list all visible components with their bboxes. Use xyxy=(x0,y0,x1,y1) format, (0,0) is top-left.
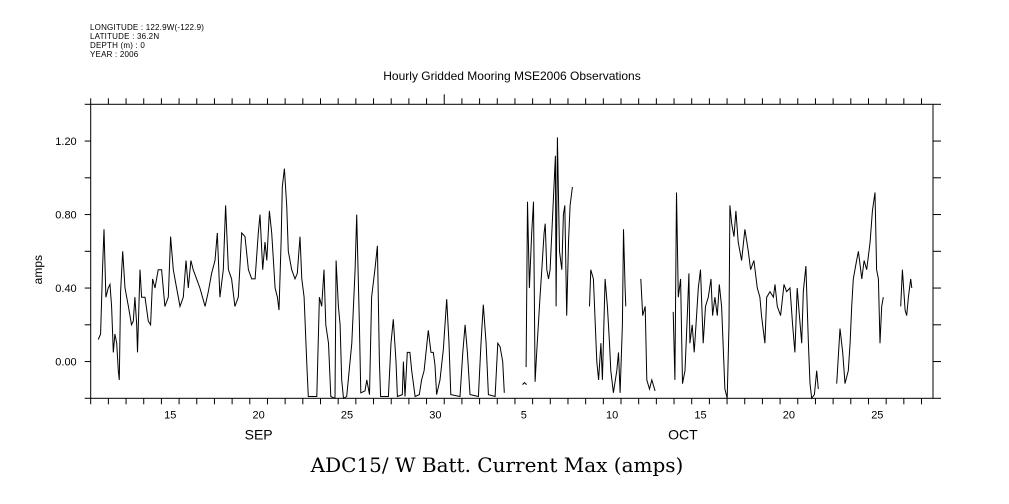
x-tick-label: 15 xyxy=(164,409,176,421)
depth-label: DEPTH (m) : 0 xyxy=(90,41,146,50)
series-line-segment xyxy=(900,269,913,316)
longitude-label: LONGITUDE : 122.9W(-122.9) xyxy=(90,23,205,32)
x-tick-label: 5 xyxy=(521,409,527,421)
month-label: SEP xyxy=(245,426,273,442)
x-tick-label: 25 xyxy=(341,409,353,421)
y-tick-label: 0.40 xyxy=(55,283,76,295)
y-tick-label: 1.20 xyxy=(55,136,76,148)
month-label: OCT xyxy=(668,426,698,442)
x-tick-label: 15 xyxy=(694,409,706,421)
series-line-segment xyxy=(525,137,573,382)
series-line-segment xyxy=(836,192,884,384)
series-line-segment xyxy=(97,168,505,400)
y-tick-label: 0.80 xyxy=(55,210,76,222)
plot-frame xyxy=(90,103,934,399)
x-tick-label: 20 xyxy=(253,409,265,421)
series-line-segment xyxy=(589,229,627,393)
latitude-label: LATITUDE : 36.2N xyxy=(90,32,160,41)
year-label: YEAR : 2006 xyxy=(90,50,139,59)
series-line-segment xyxy=(640,278,656,392)
chart-title: Hourly Gridded Mooring MSE2006 Observati… xyxy=(383,69,641,83)
x-axis-title: ADC15/ W Batt. Current Max (amps) xyxy=(310,453,684,477)
y-tick-label: 0.00 xyxy=(55,357,76,369)
x-tick-label: 25 xyxy=(871,409,883,421)
x-tick-label: 30 xyxy=(429,409,441,421)
x-tick-label: 20 xyxy=(783,409,795,421)
x-tick-label: 10 xyxy=(606,409,618,421)
y-axis-label: amps xyxy=(31,255,45,284)
data-point xyxy=(522,381,527,385)
series-line-segment xyxy=(672,192,819,400)
